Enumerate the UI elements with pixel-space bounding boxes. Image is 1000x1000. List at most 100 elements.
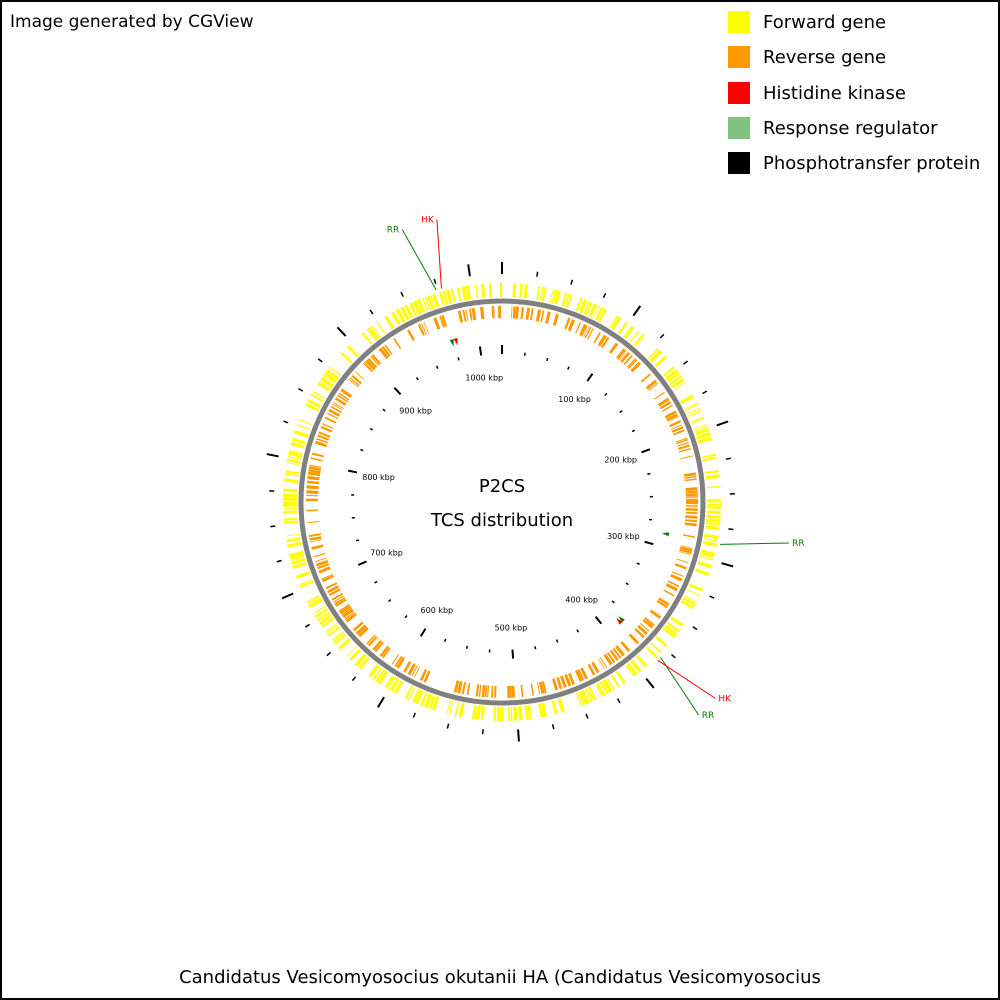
reverse-gene-block [540, 310, 545, 323]
reverse-gene-block [328, 408, 341, 417]
outer-tick [551, 724, 555, 730]
reverse-gene-block [639, 622, 650, 632]
reverse-gene-block [682, 534, 695, 538]
forward-gene-block [368, 326, 380, 340]
forward-gene-block [704, 533, 719, 540]
forward-gene-block [610, 674, 621, 688]
reverse-gene-block [321, 573, 334, 580]
forward-gene-block [305, 402, 320, 412]
forward-gene-block [431, 696, 440, 711]
forward-gene-block [704, 469, 719, 474]
reverse-gene-block [306, 498, 319, 502]
reverse-gene-block [382, 647, 391, 659]
forward-gene-track [282, 283, 722, 721]
forward-gene-block [372, 667, 383, 680]
forward-gene-block [426, 295, 435, 310]
tcs-feature-markers [449, 337, 670, 625]
reverse-gene-block [332, 402, 344, 409]
forward-gene-block [564, 293, 571, 308]
outer-tick [602, 292, 607, 299]
forward-gene-block [390, 678, 400, 692]
forward-gene-block [512, 283, 517, 298]
forward-gene-block [404, 304, 414, 319]
reverse-gene-block [612, 647, 622, 659]
outer-tick [446, 723, 450, 729]
reverse-gene-block [313, 552, 326, 558]
reverse-gene-block [339, 605, 352, 615]
forward-gene-block [299, 580, 314, 589]
outer-tick [351, 676, 357, 682]
reverse-gene-block [309, 536, 322, 541]
outer-tick [400, 291, 404, 297]
forward-gene-block [689, 583, 703, 592]
reverse-gene-block [310, 539, 322, 543]
reverse-gene-block [529, 308, 534, 321]
reverse-gene-block [326, 412, 339, 420]
forward-gene-block [696, 431, 711, 440]
forward-gene-block [340, 352, 353, 364]
rr-callout-label: RR [702, 711, 715, 721]
reverse-gene-block [579, 324, 587, 337]
reverse-gene-block [591, 661, 600, 674]
forward-gene-block [623, 325, 635, 339]
forward-gene-block [481, 283, 486, 298]
reverse-gene-block [310, 457, 323, 462]
outer-tick [645, 677, 655, 689]
forward-gene-block [312, 390, 326, 400]
ruler-tick [443, 638, 447, 642]
reverse-gene-block [628, 633, 640, 645]
forward-gene-block [695, 428, 710, 436]
forward-gene-block [296, 424, 311, 431]
reverse-gene-block [670, 424, 683, 430]
forward-gene-block [682, 597, 696, 606]
forward-gene-block [698, 437, 712, 444]
outer-tick [616, 698, 621, 704]
forward-gene-block [288, 449, 303, 455]
reverse-gene-block [348, 379, 359, 388]
forward-gene-block [706, 518, 721, 524]
forward-gene-block [289, 550, 304, 558]
forward-gene-block [706, 499, 722, 503]
outer-tick [659, 333, 665, 339]
forward-gene-block [703, 538, 718, 542]
reverse-gene-block [394, 655, 403, 667]
reverse-gene-block [685, 490, 698, 494]
callout-line [660, 657, 700, 716]
forward-gene-block [647, 348, 660, 360]
reverse-gene-block [357, 626, 369, 638]
forward-gene-block [349, 648, 361, 661]
reverse-gene-block [498, 306, 502, 319]
forward-gene-block [368, 664, 380, 678]
reverse-gene-block [311, 452, 324, 458]
reverse-gene-block [593, 331, 601, 344]
reverse-gene-block [609, 649, 619, 661]
reverse-gene-block [317, 434, 330, 440]
reverse-gene-block [334, 597, 346, 606]
reverse-gene-block [367, 636, 378, 647]
forward-gene-block [582, 689, 590, 704]
legend-swatch-response-regulator [728, 116, 750, 139]
reverse-gene-block [537, 682, 541, 695]
genome-backbone [298, 298, 706, 706]
reverse-gene-block [648, 382, 659, 391]
forward-gene-block [361, 332, 373, 345]
legend-label-response-regulator: Response regulator [763, 117, 938, 139]
forward-gene-block [670, 616, 684, 627]
reverse-gene-block [403, 660, 412, 673]
reverse-gene-block [684, 522, 697, 527]
reverse-gene-block [663, 589, 675, 597]
reverse-gene-block [671, 426, 684, 433]
forward-gene-block [701, 453, 716, 459]
reverse-gene-block [661, 404, 673, 412]
forward-gene-block [325, 623, 338, 633]
reverse-gene-block [318, 566, 331, 574]
reverse-gene-block [365, 359, 376, 371]
outer-tick [683, 360, 689, 365]
reverse-gene-block [685, 496, 698, 498]
forward-gene-block [680, 601, 694, 610]
reverse-gene-block [642, 618, 654, 629]
forward-gene-block [448, 700, 454, 715]
forward-gene-block [430, 294, 436, 309]
forward-gene-block [618, 321, 628, 335]
